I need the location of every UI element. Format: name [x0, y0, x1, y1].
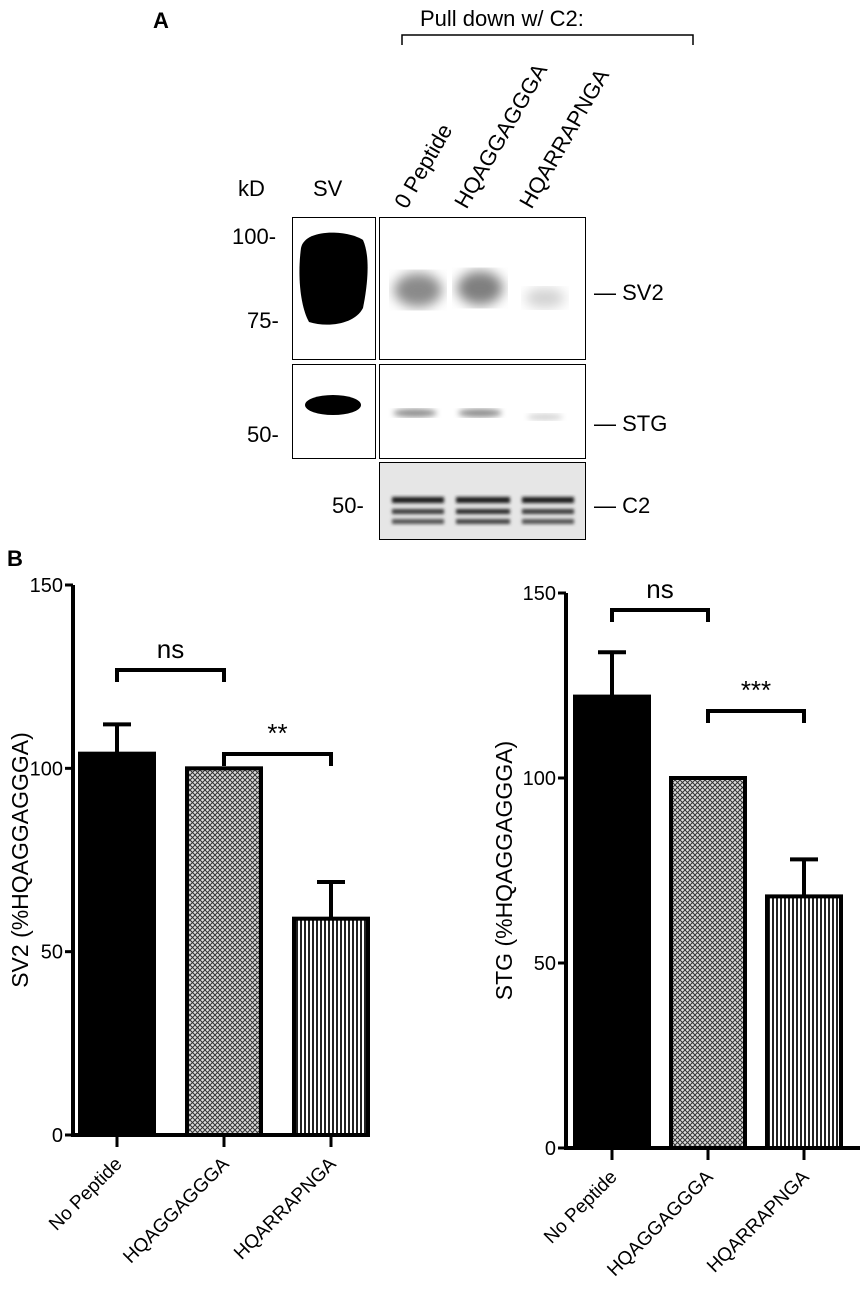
bar	[78, 751, 156, 1138]
y-tick-label: 150	[523, 583, 556, 605]
pulldown-bracket-label: Pull down w/ C2:	[420, 6, 584, 31]
y-tick-label: 50	[534, 953, 556, 975]
x-tick-label: No Peptide	[45, 1154, 126, 1235]
bar	[292, 916, 370, 1137]
y-axis-label: STG (%HQAGGAGGGA)	[491, 741, 517, 1000]
significance-bracket	[610, 608, 710, 622]
significance-label: ns	[157, 634, 184, 664]
sv2-bar-chart: 0 50 100 150 SV2 (%HQAGGAGGGA) No PeptideHQAG…	[7, 575, 370, 1268]
bar	[573, 694, 651, 1150]
y-tick-label: 0	[52, 1125, 63, 1147]
panel-a-letter: A	[153, 8, 169, 33]
y-tick-label: 100	[523, 768, 556, 790]
x-tick-label: HQAGGAGGGA	[119, 1153, 233, 1267]
x-tick-label: HQAGGAGGGA	[603, 1166, 717, 1280]
bar	[765, 894, 843, 1150]
marker-50-c2: 50-	[332, 493, 364, 518]
y-axis-label: SV2 (%HQAGGAGGGA)	[7, 732, 33, 988]
y-tick-label: 100	[30, 758, 63, 780]
blot-pulldown-stg	[379, 364, 586, 459]
kd-label: kD	[238, 176, 265, 201]
significance-bracket	[222, 752, 333, 766]
y-tick-label: 50	[41, 942, 63, 964]
x-tick-label: HQARRAPNGA	[703, 1166, 814, 1277]
significance-bracket	[706, 709, 806, 723]
bar	[185, 766, 263, 1137]
y-tick-label: 150	[30, 575, 63, 597]
significance-label: ns	[646, 574, 673, 604]
marker-100: 100-	[232, 224, 277, 249]
marker-50-stg: 50-	[247, 422, 279, 447]
significance-label: ***	[741, 675, 771, 705]
significance-label: **	[267, 718, 287, 748]
band-label-stg: — STG	[594, 411, 668, 436]
x-tick-label: No Peptide	[540, 1167, 621, 1248]
stg-bar-chart: 0 50 100 150 STG (%HQAGGAGGGA) No PeptideHQAG…	[491, 574, 860, 1281]
panel-b-letter: B	[7, 546, 23, 571]
significance-bracket	[115, 668, 226, 682]
sv-lane-label: SV	[313, 176, 343, 201]
marker-75: 75-	[247, 308, 279, 333]
x-tick-label: HQARRAPNGA	[230, 1153, 341, 1264]
band-label-c2: — C2	[594, 493, 651, 518]
pulldown-bracket	[401, 34, 694, 45]
blot-pulldown-c2	[379, 462, 586, 540]
y-tick-label: 0	[545, 1138, 556, 1160]
blot-sv-sv2	[292, 217, 376, 360]
bar	[669, 776, 747, 1150]
blot-sv-stg	[292, 364, 376, 459]
blot-pulldown-sv2	[379, 217, 586, 360]
lane-label-0-peptide: 0 Peptide	[389, 119, 458, 213]
band-label-sv2: — SV2	[594, 280, 664, 305]
